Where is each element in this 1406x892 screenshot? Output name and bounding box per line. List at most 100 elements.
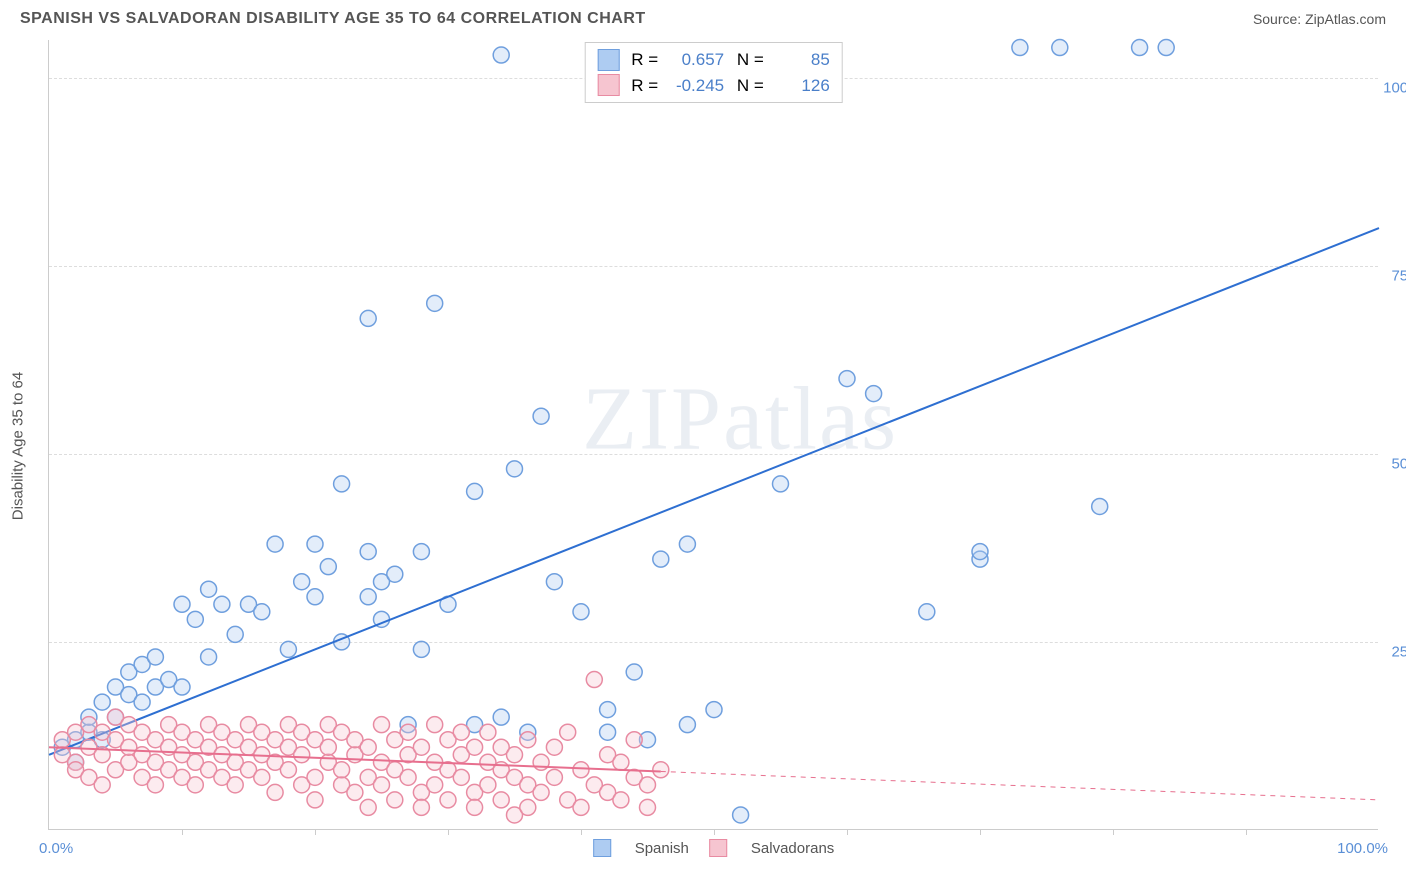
data-point xyxy=(201,649,217,665)
x-tick xyxy=(315,829,316,835)
data-point xyxy=(413,641,429,657)
data-point xyxy=(307,536,323,552)
data-point xyxy=(640,799,656,815)
data-point xyxy=(1092,498,1108,514)
data-point xyxy=(134,694,150,710)
x-tick xyxy=(847,829,848,835)
data-point xyxy=(573,762,589,778)
data-point xyxy=(480,777,496,793)
data-point xyxy=(147,649,163,665)
data-point xyxy=(866,386,882,402)
data-point xyxy=(174,596,190,612)
scatter-svg xyxy=(49,40,1378,829)
data-point xyxy=(400,769,416,785)
data-point xyxy=(600,724,616,740)
data-point xyxy=(467,739,483,755)
data-point xyxy=(626,732,642,748)
data-point xyxy=(347,784,363,800)
data-point xyxy=(320,559,336,575)
data-point xyxy=(533,784,549,800)
data-point xyxy=(480,724,496,740)
data-point xyxy=(546,574,562,590)
data-point xyxy=(1132,40,1148,56)
x-tick xyxy=(1113,829,1114,835)
data-point xyxy=(613,754,629,770)
data-point xyxy=(413,544,429,560)
data-point xyxy=(214,596,230,612)
chart-plot-area: ZIPatlas 25.0%50.0%75.0%100.0% R = 0.657… xyxy=(48,40,1378,830)
stats-row-spanish: R = 0.657 N = 85 xyxy=(597,47,830,73)
x-tick xyxy=(1246,829,1247,835)
data-point xyxy=(294,574,310,590)
data-point xyxy=(653,762,669,778)
data-point xyxy=(1158,40,1174,56)
x-tick xyxy=(182,829,183,835)
data-point xyxy=(733,807,749,823)
n-spanish: 85 xyxy=(772,47,830,73)
legend-label-spanish: Spanish xyxy=(635,840,689,857)
series-legend: Spanish Salvadorans xyxy=(593,839,835,857)
data-point xyxy=(533,408,549,424)
data-point xyxy=(972,544,988,560)
trend-line-dashed xyxy=(661,771,1379,799)
data-point xyxy=(334,476,350,492)
data-point xyxy=(427,777,443,793)
data-point xyxy=(467,799,483,815)
data-point xyxy=(679,536,695,552)
data-point xyxy=(187,777,203,793)
r-salvadorans: -0.245 xyxy=(666,73,724,99)
data-point xyxy=(493,47,509,63)
data-point xyxy=(147,777,163,793)
data-point xyxy=(360,544,376,560)
data-point xyxy=(613,792,629,808)
data-point xyxy=(360,739,376,755)
data-point xyxy=(294,747,310,763)
data-point xyxy=(453,769,469,785)
data-point xyxy=(493,792,509,808)
data-point xyxy=(254,604,270,620)
data-point xyxy=(520,799,536,815)
data-point xyxy=(493,709,509,725)
data-point xyxy=(573,799,589,815)
data-point xyxy=(560,724,576,740)
swatch-spanish xyxy=(597,49,619,71)
data-point xyxy=(360,589,376,605)
data-point xyxy=(267,536,283,552)
legend-swatch-spanish xyxy=(593,839,611,857)
data-point xyxy=(187,611,203,627)
data-point xyxy=(573,604,589,620)
data-point xyxy=(586,672,602,688)
data-point xyxy=(413,739,429,755)
data-point xyxy=(267,784,283,800)
data-point xyxy=(94,694,110,710)
data-point xyxy=(653,551,669,567)
data-point xyxy=(507,461,523,477)
data-point xyxy=(307,589,323,605)
data-point xyxy=(400,724,416,740)
trend-line xyxy=(49,228,1379,755)
data-point xyxy=(679,717,695,733)
y-tick-label: 75.0% xyxy=(1391,267,1406,284)
data-point xyxy=(839,371,855,387)
data-point xyxy=(773,476,789,492)
n-salvadorans: 126 xyxy=(772,73,830,99)
x-tick xyxy=(581,829,582,835)
y-tick-label: 50.0% xyxy=(1391,455,1406,472)
data-point xyxy=(280,762,296,778)
data-point xyxy=(201,581,217,597)
data-point xyxy=(254,769,270,785)
data-point xyxy=(280,641,296,657)
data-point xyxy=(307,769,323,785)
data-point xyxy=(374,717,390,733)
data-point xyxy=(413,799,429,815)
stats-legend: R = 0.657 N = 85 R = -0.245 N = 126 xyxy=(584,42,843,103)
data-point xyxy=(387,792,403,808)
y-tick-label: 25.0% xyxy=(1391,643,1406,660)
legend-swatch-salvadorans xyxy=(709,839,727,857)
x-axis-min-label: 0.0% xyxy=(39,840,73,857)
data-point xyxy=(507,747,523,763)
data-point xyxy=(600,702,616,718)
y-tick-label: 100.0% xyxy=(1383,79,1406,96)
data-point xyxy=(360,799,376,815)
data-point xyxy=(427,295,443,311)
